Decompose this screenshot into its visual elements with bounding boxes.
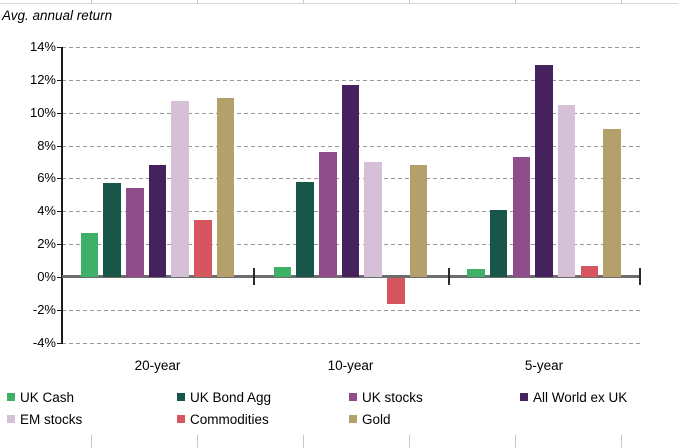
y-axis-tick-label: -2% — [32, 302, 56, 317]
y-axis-tick-mark — [57, 146, 62, 147]
bar-commodities-5-year — [580, 265, 599, 277]
y-axis-tick-mark — [57, 178, 62, 179]
bar-uk-stocks-20-year — [126, 188, 144, 277]
bar-gold-5-year — [603, 129, 621, 277]
legend-label-gold: Gold — [362, 412, 391, 427]
bar-uk-stocks-5-year — [512, 157, 530, 277]
cell-border-horizontal — [0, 3, 678, 4]
legend-swatch-uk-stocks — [349, 393, 357, 401]
gridline — [62, 47, 640, 48]
bar-all-world-ex-uk-20-year — [148, 165, 167, 277]
cell-border-vertical — [303, 0, 304, 4]
cell-border-vertical — [621, 0, 622, 4]
y-axis-tick-mark — [57, 211, 62, 212]
y-axis-tick-mark — [57, 343, 62, 344]
x-axis-category-label: 5-year — [524, 358, 564, 373]
y-axis-tick-mark — [57, 80, 62, 81]
y-axis-tick-mark — [57, 277, 62, 278]
bar-gold-20-year — [216, 98, 235, 277]
y-axis-tick-label: 2% — [37, 236, 56, 251]
legend-swatch-uk-bond-agg — [177, 393, 185, 401]
bar-gold-10-year — [409, 165, 428, 277]
x-axis-category-label: 20-year — [134, 358, 181, 373]
bar-uk-bond-agg-10-year — [296, 181, 314, 277]
y-axis-line — [61, 47, 63, 344]
legend-swatch-uk-cash — [7, 393, 15, 401]
legend-label-uk-bond-agg: UK Bond Agg — [190, 390, 272, 405]
gridline — [62, 343, 640, 344]
x-axis-tick-mark — [639, 268, 641, 285]
x-axis-tick-mark — [448, 268, 450, 285]
legend-label-uk-cash: UK Cash — [20, 390, 75, 405]
bar-uk-stocks-10-year — [319, 152, 337, 277]
cell-border-vertical — [91, 0, 92, 4]
chart-title: Avg. annual return — [2, 8, 113, 23]
gridline — [62, 80, 640, 81]
cell-border-vertical — [197, 435, 198, 448]
bar-commodities-20-year — [194, 219, 212, 277]
bar-em-stocks-20-year — [171, 101, 189, 277]
bar-uk-bond-agg-20-year — [103, 183, 121, 277]
legend-label-uk-stocks: UK stocks — [362, 390, 423, 405]
bar-commodities-10-year — [387, 278, 405, 305]
legend-swatch-gold — [349, 415, 357, 423]
y-axis-tick-label: 4% — [37, 203, 56, 218]
bar-uk-cash-10-year — [273, 267, 292, 277]
y-axis-tick-label: 6% — [37, 170, 56, 185]
y-axis-tick-mark — [57, 47, 62, 48]
cell-border-vertical — [515, 435, 516, 448]
cell-border-vertical — [91, 435, 92, 448]
legend-label-commodities: Commodities — [190, 412, 269, 427]
y-axis-tick-mark — [57, 310, 62, 311]
legend-label-em-stocks: EM stocks — [20, 412, 83, 427]
legend-swatch-all-world-ex-uk — [520, 393, 528, 401]
cell-border-vertical — [515, 0, 516, 4]
bar-uk-cash-5-year — [467, 268, 485, 277]
legend-label-all-world-ex-uk: All World ex UK — [533, 390, 628, 405]
y-axis-tick-label: 0% — [37, 269, 56, 284]
y-axis-tick-label: 12% — [29, 72, 56, 87]
y-axis-tick-mark — [57, 113, 62, 114]
cell-border-vertical — [409, 0, 410, 4]
cell-border-vertical — [621, 435, 622, 448]
y-axis-tick-label: 8% — [37, 138, 56, 153]
bar-all-world-ex-uk-5-year — [535, 65, 553, 277]
bar-em-stocks-5-year — [557, 104, 576, 277]
bar-all-world-ex-uk-10-year — [341, 84, 360, 277]
y-axis-tick-label: 10% — [29, 105, 56, 120]
x-axis-tick-mark — [253, 268, 255, 285]
cell-border-vertical — [303, 435, 304, 448]
cell-border-vertical — [197, 0, 198, 4]
bar-uk-bond-agg-5-year — [489, 209, 508, 277]
cell-border-vertical — [409, 435, 410, 448]
y-axis-tick-mark — [57, 244, 62, 245]
legend-swatch-commodities — [177, 415, 185, 423]
y-axis-tick-label: -4% — [32, 335, 56, 350]
gridline — [62, 310, 640, 311]
x-axis-category-label: 10-year — [327, 358, 374, 373]
bar-uk-cash-20-year — [80, 232, 99, 277]
bar-em-stocks-10-year — [364, 162, 382, 277]
legend-swatch-em-stocks — [7, 415, 15, 423]
y-axis-tick-label: 14% — [29, 39, 56, 54]
